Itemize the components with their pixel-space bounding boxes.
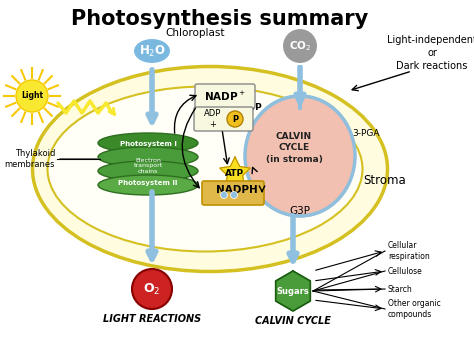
- Ellipse shape: [47, 86, 363, 252]
- Polygon shape: [276, 271, 310, 311]
- Ellipse shape: [98, 147, 198, 167]
- Text: CALVIN
CYCLE
(in stroma): CALVIN CYCLE (in stroma): [265, 132, 322, 164]
- Circle shape: [16, 80, 48, 112]
- Ellipse shape: [98, 175, 198, 195]
- Text: Chloroplast: Chloroplast: [165, 28, 225, 38]
- Ellipse shape: [33, 66, 388, 272]
- Text: Thylakoid
membranes: Thylakoid membranes: [4, 149, 55, 169]
- Ellipse shape: [98, 133, 198, 153]
- Text: ATP: ATP: [226, 168, 245, 178]
- Text: CO$_2$: CO$_2$: [289, 39, 311, 53]
- Text: LIGHT REACTIONS: LIGHT REACTIONS: [103, 314, 201, 324]
- Circle shape: [220, 192, 228, 199]
- Text: Other organic
compounds: Other organic compounds: [388, 299, 441, 319]
- Ellipse shape: [98, 161, 198, 181]
- Text: Cellulose: Cellulose: [388, 266, 423, 276]
- Text: O$_2$: O$_2$: [143, 282, 161, 297]
- Text: Starch: Starch: [388, 285, 413, 293]
- Circle shape: [227, 111, 243, 127]
- Text: Light-independent
or
Dark reactions: Light-independent or Dark reactions: [387, 35, 474, 71]
- Text: NADPH: NADPH: [216, 185, 258, 195]
- Text: Photosystem I: Photosystem I: [119, 141, 176, 147]
- FancyBboxPatch shape: [202, 181, 264, 205]
- Text: Electron
transport
chains: Electron transport chains: [133, 158, 163, 174]
- Text: Photosynthesis summary: Photosynthesis summary: [72, 9, 369, 29]
- Polygon shape: [220, 157, 250, 186]
- Text: Cellular
respiration: Cellular respiration: [388, 241, 430, 261]
- Text: CALVIN CYCLE: CALVIN CYCLE: [255, 316, 331, 326]
- Ellipse shape: [133, 38, 171, 64]
- Text: Light: Light: [21, 92, 43, 100]
- Text: G3P: G3P: [290, 206, 310, 216]
- Ellipse shape: [245, 96, 355, 216]
- Text: RUBP: RUBP: [234, 102, 262, 112]
- Text: Sugars: Sugars: [277, 286, 310, 296]
- Text: P: P: [232, 114, 238, 124]
- Text: Photosystem II: Photosystem II: [118, 180, 178, 186]
- Text: H$_2$O: H$_2$O: [138, 44, 165, 59]
- Text: Stroma: Stroma: [364, 174, 406, 187]
- Text: 3-PGA: 3-PGA: [352, 128, 380, 138]
- FancyBboxPatch shape: [194, 107, 253, 131]
- Circle shape: [282, 28, 318, 64]
- Text: ADP
+: ADP +: [204, 109, 222, 129]
- Text: NADP$^+$: NADP$^+$: [204, 90, 246, 102]
- Circle shape: [230, 192, 237, 199]
- FancyBboxPatch shape: [195, 84, 255, 108]
- Circle shape: [132, 269, 172, 309]
